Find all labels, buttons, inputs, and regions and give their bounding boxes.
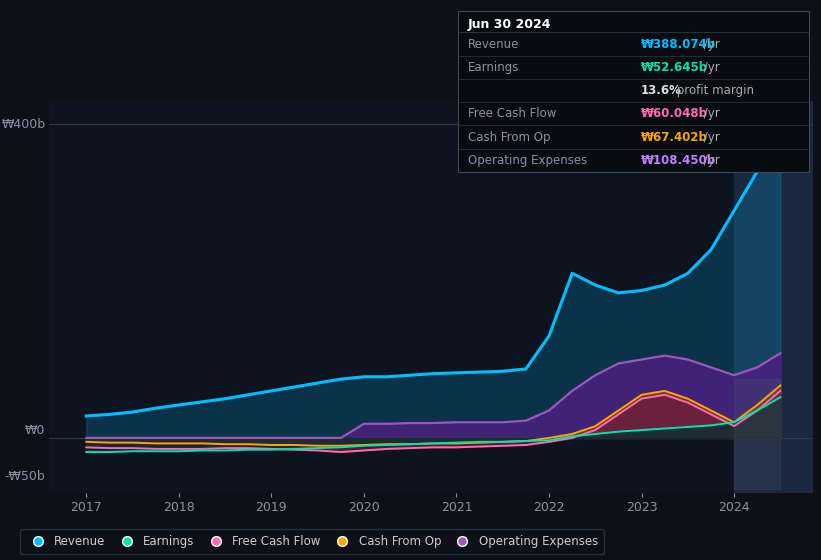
Text: /yr: /yr	[699, 130, 719, 143]
Text: ₩388.074b: ₩388.074b	[640, 38, 716, 50]
Text: ₩108.450b: ₩108.450b	[640, 154, 716, 167]
Text: Jun 30 2024: Jun 30 2024	[468, 18, 552, 31]
Text: ₩400b: ₩400b	[2, 119, 45, 132]
Text: ₩60.048b: ₩60.048b	[640, 108, 708, 120]
Text: /yr: /yr	[699, 108, 719, 120]
Text: 13.6%: 13.6%	[640, 84, 681, 97]
Text: Free Cash Flow: Free Cash Flow	[468, 108, 557, 120]
Text: /yr: /yr	[699, 154, 719, 167]
Text: -₩50b: -₩50b	[5, 470, 45, 483]
Text: Cash From Op: Cash From Op	[468, 130, 550, 143]
Text: ₩52.645b: ₩52.645b	[640, 61, 708, 74]
Text: Earnings: Earnings	[468, 61, 520, 74]
Text: ₩67.402b: ₩67.402b	[640, 130, 707, 143]
Legend: Revenue, Earnings, Free Cash Flow, Cash From Op, Operating Expenses: Revenue, Earnings, Free Cash Flow, Cash …	[20, 529, 604, 554]
Text: /yr: /yr	[699, 61, 719, 74]
Text: Operating Expenses: Operating Expenses	[468, 154, 587, 167]
Text: Revenue: Revenue	[468, 38, 520, 50]
Bar	[734, 101, 813, 493]
Text: /yr: /yr	[699, 38, 719, 50]
Text: ₩0: ₩0	[25, 424, 45, 437]
Text: profit margin: profit margin	[673, 84, 754, 97]
